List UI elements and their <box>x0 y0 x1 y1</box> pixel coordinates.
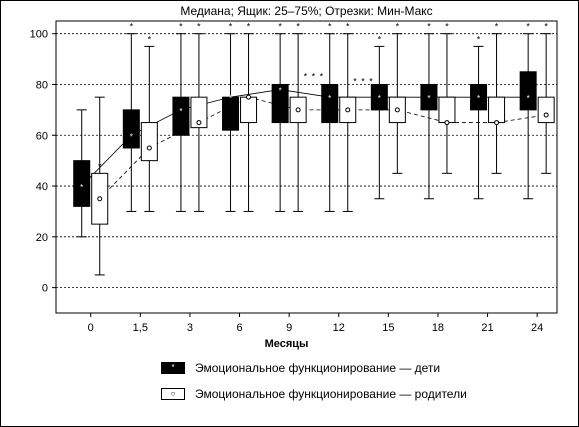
boxplot-chart: Медиана; Ящик: 25–75%; Отрезки: Мин-Макс… <box>30 4 558 350</box>
median-marker-kids: * <box>80 183 83 192</box>
significance-star: * <box>495 22 499 32</box>
significance-star: * <box>179 22 183 32</box>
median-marker-kids: * <box>427 94 430 103</box>
significance-star-group: * * * <box>304 71 325 81</box>
median-marker-kids: * <box>378 94 381 103</box>
median-marker-parents <box>494 120 500 126</box>
significance-star-group: * * * <box>353 76 374 86</box>
median-marker-parents <box>97 196 103 202</box>
legend-marker-parents: ○ <box>170 389 176 398</box>
box-kids <box>370 83 388 111</box>
box-kids <box>172 96 190 136</box>
significance-star: * <box>526 22 530 32</box>
significance-star: * <box>197 22 201 32</box>
x-tick-label: 21 <box>481 322 493 334</box>
median-marker-kids: * <box>279 87 282 96</box>
x-tick-label: 0 <box>88 322 94 334</box>
significance-star: * <box>477 34 481 44</box>
legend-swatch-kids: * <box>161 362 185 374</box>
median-marker-kids: * <box>229 94 232 103</box>
y-tick-label: 0 <box>42 283 48 295</box>
median-marker-kids: * <box>477 94 480 103</box>
box-kids <box>321 83 339 124</box>
box-parents <box>537 96 555 124</box>
x-tick-label: 12 <box>333 322 345 334</box>
x-tick-label: 9 <box>286 322 292 334</box>
median-marker-parents <box>394 107 400 113</box>
y-tick-label: 40 <box>36 181 48 193</box>
y-tick-label: 20 <box>36 232 48 244</box>
median-marker-parents <box>246 94 252 100</box>
y-tick-label: 60 <box>36 130 48 142</box>
x-tick-label: 3 <box>187 322 193 334</box>
box-parents <box>140 122 158 162</box>
median-marker-parents <box>146 145 152 151</box>
chart-title: Медиана; Ящик: 25–75%; Отрезки: Мин-Макс <box>180 4 432 18</box>
legend-swatch-parents: ○ <box>161 388 185 400</box>
x-tick-label: 15 <box>382 322 394 334</box>
x-tick-label: 1,5 <box>133 322 148 334</box>
significance-star: * <box>296 22 300 32</box>
significance-star: * <box>148 34 152 44</box>
box-parents <box>240 96 258 124</box>
significance-star: * <box>396 22 400 32</box>
median-marker-kids: * <box>328 94 331 103</box>
plot-area-frame <box>55 20 558 314</box>
significance-star: * <box>378 34 382 44</box>
median-marker-parents <box>543 112 549 118</box>
box-kids <box>271 83 289 124</box>
box-kids <box>470 83 488 111</box>
x-tick-label: 6 <box>236 322 242 334</box>
x-tick-label: 18 <box>432 322 444 334</box>
significance-star: * <box>98 161 102 171</box>
legend-marker-kids: * <box>171 363 175 372</box>
box-kids <box>73 160 91 207</box>
median-marker-parents <box>295 107 301 113</box>
significance-star: * <box>130 22 134 32</box>
box-kids <box>420 83 438 111</box>
significance-star: * <box>544 22 548 32</box>
y-tick-label: 100 <box>30 29 48 41</box>
significance-star: * <box>278 22 282 32</box>
median-marker-parents <box>444 120 450 126</box>
median-marker-parents <box>345 107 351 113</box>
legend-label-parents: Эмоциональное функционирование — родител… <box>195 387 467 401</box>
significance-star: * <box>445 22 449 32</box>
significance-star: * <box>328 22 332 32</box>
box-parents <box>438 96 456 124</box>
median-marker-parents <box>196 120 202 126</box>
legend-item-kids: * Эмоциональное функционирование — дети <box>161 361 440 375</box>
median-marker-kids: * <box>179 107 182 116</box>
significance-star: * <box>346 22 350 32</box>
x-tick-label: 24 <box>531 322 543 334</box>
box-kids <box>519 71 537 111</box>
legend-item-parents: ○ Эмоциональное функционирование — родит… <box>161 387 467 401</box>
median-marker-kids: * <box>527 94 530 103</box>
legend-label-kids: Эмоциональное функционирование — дети <box>195 361 441 375</box>
median-marker-kids: * <box>130 132 133 141</box>
box-parents <box>190 96 208 129</box>
significance-star: * <box>247 22 251 32</box>
significance-star: * <box>427 22 431 32</box>
box-parents <box>488 96 506 124</box>
y-tick-label: 80 <box>36 79 48 91</box>
box-kids <box>122 109 140 149</box>
box-kids <box>222 96 240 131</box>
x-axis-label: Месяцы <box>265 338 309 350</box>
significance-star: * <box>229 22 233 32</box>
